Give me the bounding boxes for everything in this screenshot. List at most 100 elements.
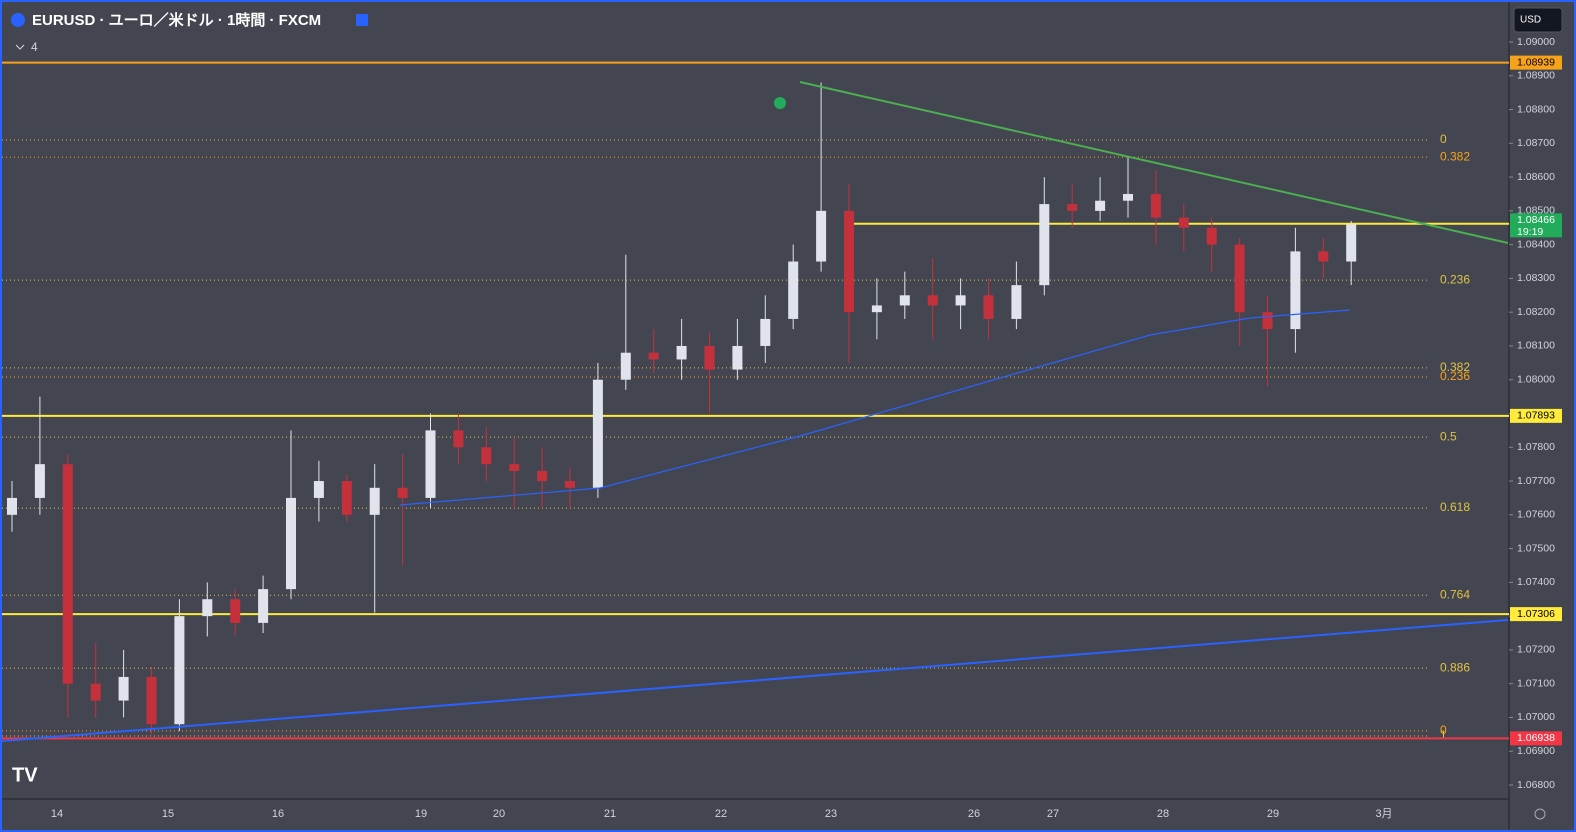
candle-body — [118, 676, 129, 701]
x-tick-label: 26 — [968, 808, 980, 820]
price-tag-label: 1.06938 — [1517, 732, 1555, 744]
settings-icon[interactable] — [1534, 808, 1546, 820]
last-price: 1.08466 — [1517, 214, 1555, 226]
candle-body — [788, 261, 799, 319]
x-tick-label: 22 — [715, 808, 727, 820]
candle-body — [676, 345, 687, 360]
y-tick-label: 1.08100 — [1517, 340, 1555, 352]
moving-average — [399, 309, 1351, 506]
alert-icon — [774, 97, 786, 109]
collapse-chevron[interactable] — [15, 44, 25, 50]
trend-line — [799, 81, 1509, 244]
candle-body — [90, 683, 101, 701]
candle-body — [1178, 217, 1189, 228]
candle-body — [230, 599, 241, 623]
x-tick-label: 20 — [493, 808, 505, 820]
x-tick-label: 21 — [604, 808, 616, 820]
candle-body — [174, 616, 185, 725]
y-tick-label: 1.06900 — [1517, 745, 1555, 757]
candle-body — [1262, 312, 1273, 330]
flag — [356, 14, 368, 26]
y-tick-label: 1.08800 — [1517, 103, 1555, 115]
fib-label: 0.236 — [1440, 369, 1470, 383]
trend-line — [1, 619, 1509, 742]
candle-body — [258, 589, 269, 623]
last-price-tag — [1510, 213, 1562, 238]
x-tick-label: 14 — [51, 808, 63, 820]
price-tag — [1510, 408, 1562, 423]
fib-label: 0.764 — [1440, 587, 1470, 601]
candle-body — [1206, 227, 1217, 245]
fib-label: 0.886 — [1440, 660, 1470, 674]
y-tick-label: 1.08600 — [1517, 171, 1555, 183]
candle-body — [620, 352, 631, 380]
currency-button[interactable] — [1513, 7, 1563, 33]
y-tick-label: 1.08700 — [1517, 137, 1555, 149]
y-tick-label: 1.07500 — [1517, 542, 1555, 554]
y-tick-label: 1.07000 — [1517, 711, 1555, 723]
fib-label: 1 — [1440, 728, 1447, 742]
candle-body — [509, 464, 520, 471]
fib-label: 0.236 — [1440, 272, 1470, 286]
candle-body — [1234, 244, 1245, 313]
fib-label: 0.382 — [1440, 149, 1470, 163]
candle-body — [146, 676, 157, 725]
countdown: 19:19 — [1517, 226, 1543, 238]
candle-body — [202, 599, 213, 617]
candle-body — [537, 470, 548, 482]
candle-body — [286, 497, 296, 590]
candle-body — [1067, 204, 1078, 211]
y-tick-label: 1.08300 — [1517, 272, 1555, 284]
price-tag — [1510, 731, 1562, 746]
candle-body — [899, 295, 910, 306]
candle-body — [1095, 200, 1106, 211]
candle-body — [34, 464, 45, 498]
candle-body — [592, 379, 603, 488]
x-tick-label: 28 — [1157, 808, 1169, 820]
y-tick-label: 1.08200 — [1517, 306, 1555, 318]
candle-body — [341, 481, 352, 515]
candle-body — [704, 345, 715, 370]
candle-body — [732, 345, 743, 370]
candle-body — [425, 430, 436, 498]
symbol-icon — [11, 13, 25, 27]
fib-label: 0.618 — [1440, 500, 1470, 514]
fib-label: 0 — [1440, 723, 1447, 737]
candle-body — [1318, 251, 1329, 262]
y-tick-label: 1.07700 — [1517, 475, 1555, 487]
x-tick-label: 15 — [162, 808, 174, 820]
price-tag — [1510, 55, 1562, 70]
symbol-title: EURUSD · ユーロ／米ドル · 1時間 · FXCM — [32, 11, 321, 29]
candle-body — [313, 481, 324, 498]
y-tick-label: 1.07600 — [1517, 509, 1555, 521]
candle-body — [62, 464, 73, 684]
x-tick-label: 23 — [825, 808, 837, 820]
candle-body — [844, 210, 854, 313]
candle-body — [369, 487, 380, 515]
candle-body — [397, 487, 408, 498]
indicator-count[interactable]: 4 — [31, 40, 38, 54]
candle-body — [1150, 193, 1161, 218]
y-tick-label: 1.07400 — [1517, 576, 1555, 588]
candle-body — [760, 318, 771, 346]
y-tick-label: 1.06800 — [1517, 779, 1555, 791]
y-tick-label: 1.09000 — [1517, 36, 1555, 48]
currency-label[interactable]: USD — [1520, 15, 1541, 26]
y-tick-label: 1.08400 — [1517, 238, 1555, 250]
fib-label: 0.5 — [1440, 429, 1457, 443]
x-tick-label: 3月 — [1375, 808, 1392, 820]
candle-body — [7, 497, 17, 515]
candle-body — [565, 481, 575, 488]
y-tick-label: 1.08000 — [1517, 374, 1555, 386]
candle-body — [648, 352, 659, 360]
candle-body — [481, 447, 492, 465]
plot: 00.3820.2360.3820.2360.50.6180.7640.8860… — [2, 61, 1509, 742]
price-tag — [1510, 607, 1562, 622]
y-tick-label: 1.07800 — [1517, 441, 1555, 453]
candle-body — [453, 430, 464, 448]
candle-body — [1346, 224, 1357, 262]
x-tick-label: 19 — [415, 808, 427, 820]
candle-body — [1290, 251, 1301, 330]
x-tick-label: 29 — [1267, 808, 1279, 820]
